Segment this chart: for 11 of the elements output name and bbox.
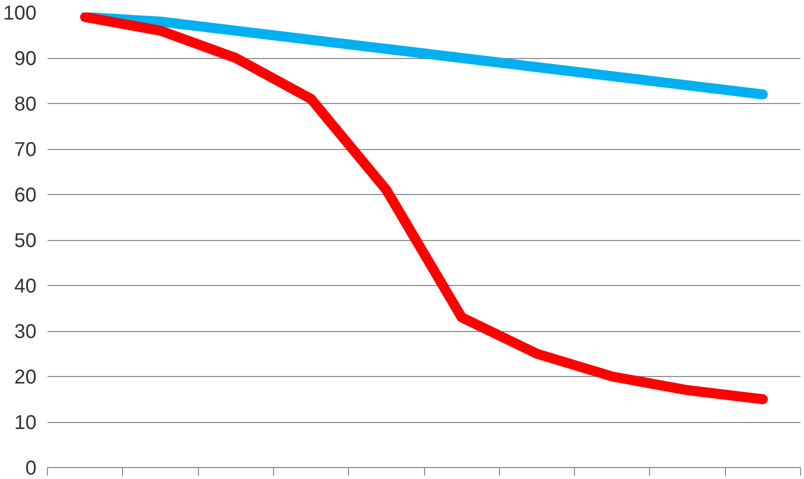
y-tick-label: 100 bbox=[3, 2, 37, 24]
y-tick-label: 60 bbox=[14, 184, 37, 206]
y-tick-label: 90 bbox=[14, 48, 37, 70]
y-tick-label: 30 bbox=[14, 321, 37, 343]
y-tick-label: 0 bbox=[25, 458, 36, 479]
y-tick-label: 20 bbox=[14, 366, 37, 388]
y-tick-label: 80 bbox=[14, 94, 37, 116]
y-tick-label: 70 bbox=[14, 139, 37, 161]
y-tick-label: 10 bbox=[14, 412, 37, 434]
y-tick-label: 50 bbox=[14, 230, 37, 252]
y-tick-label: 40 bbox=[14, 276, 37, 298]
